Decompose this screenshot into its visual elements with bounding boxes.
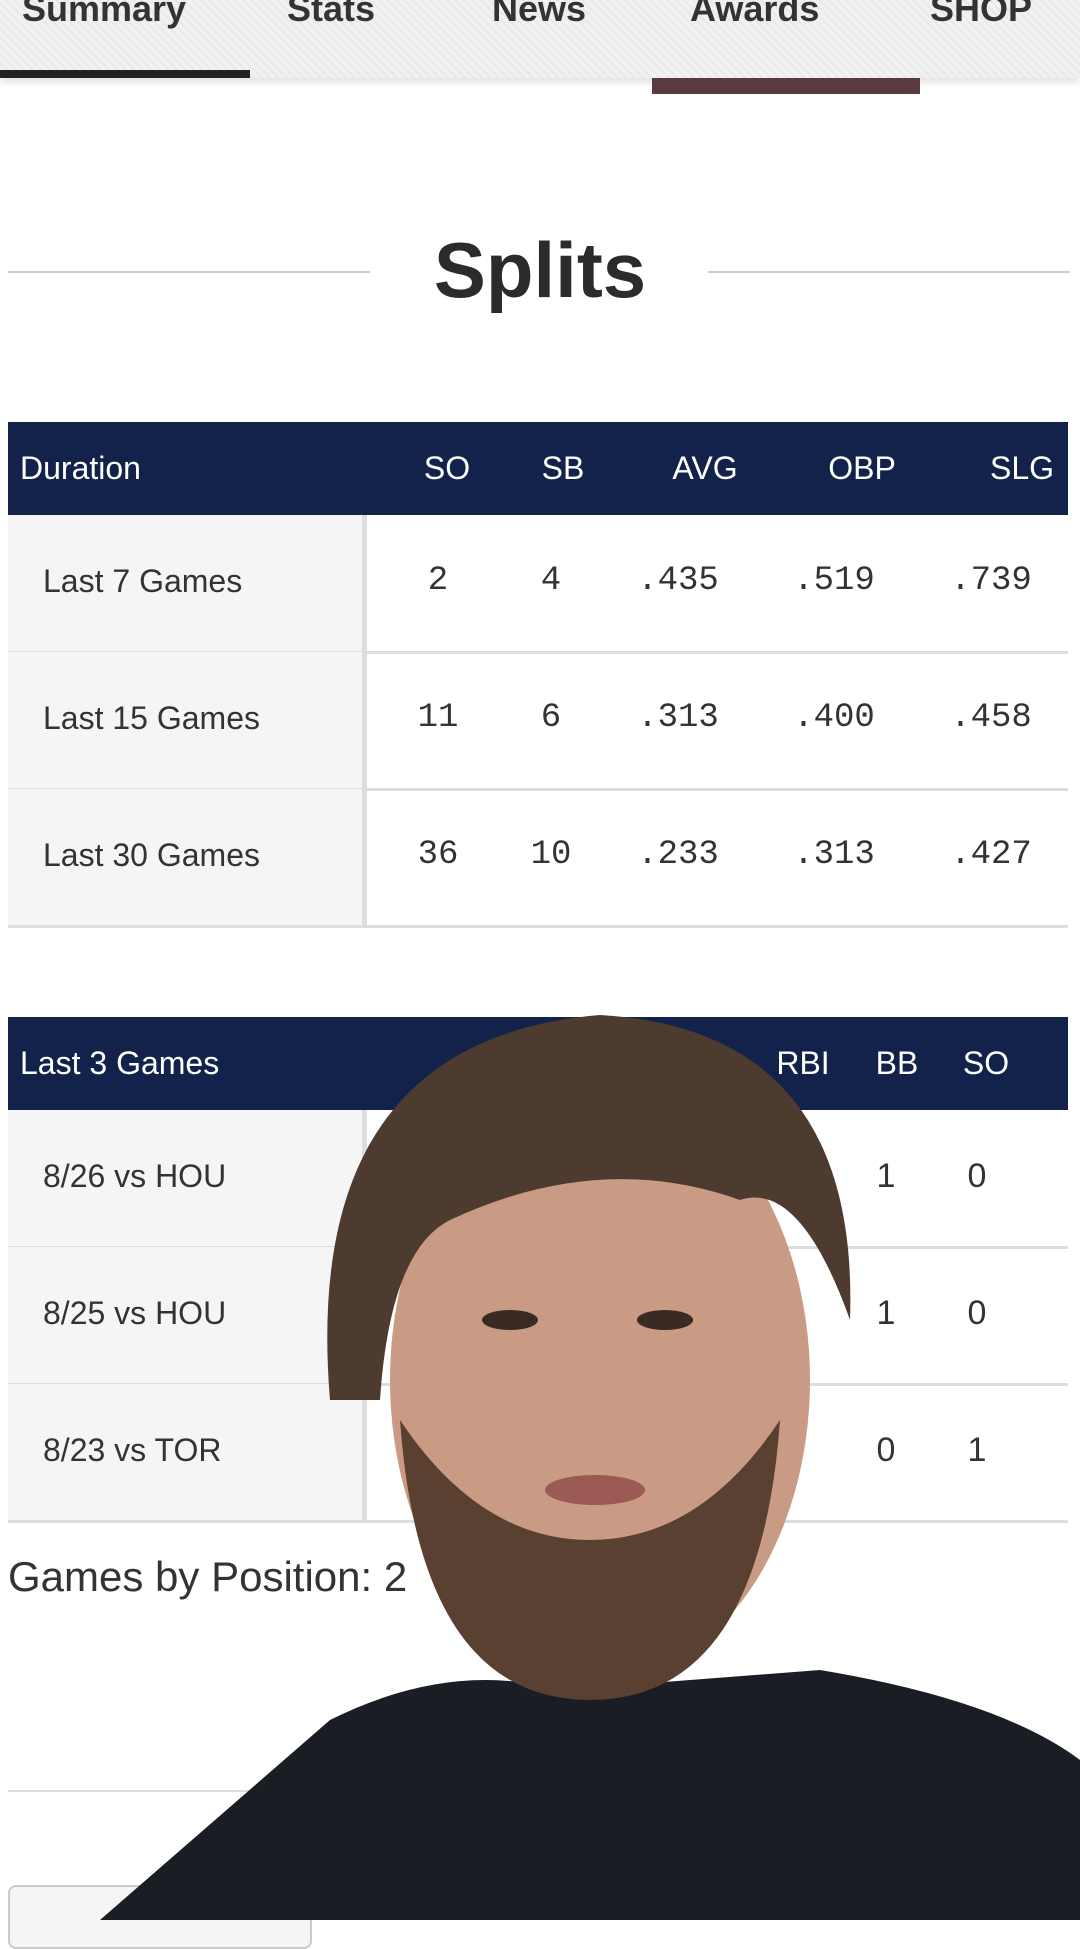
- column-header: RBI: [776, 1045, 830, 1081]
- cell: .427: [950, 836, 1032, 874]
- column-header: OBP: [828, 450, 896, 486]
- cell: 0: [967, 1157, 987, 1195]
- cell: .313: [637, 699, 719, 737]
- row-label: 8/25 vs HOU: [43, 1295, 227, 1331]
- row-label: Last 15 Games: [43, 700, 260, 736]
- row-label: Last 7 Games: [43, 563, 243, 599]
- row-label: 8/23 vs TOR: [43, 1432, 222, 1468]
- cell: 6: [540, 699, 562, 737]
- column-header: AVG: [672, 450, 738, 486]
- column-header: SB: [541, 450, 585, 486]
- row-label: Last 30 Games: [43, 837, 260, 873]
- column-header: Last 3 Games: [20, 1045, 220, 1081]
- games-by-position: Games by Position: 2: [8, 1553, 408, 1600]
- image-strip: [652, 78, 920, 94]
- cell: 0: [876, 1431, 896, 1469]
- section-title: Splits: [433, 226, 647, 314]
- table-row: [8, 789, 1068, 928]
- cell: .313: [793, 836, 875, 874]
- tab[interactable]: SHOP: [930, 0, 1033, 29]
- column-header: BB: [875, 1045, 919, 1081]
- row-label-cell: [8, 515, 367, 651]
- row-label: 8/26 vs HOU: [43, 1158, 227, 1194]
- cell: 1: [967, 1431, 987, 1469]
- row-label-cell: [8, 1110, 367, 1246]
- tab[interactable]: Stats: [287, 0, 376, 29]
- tab[interactable]: News: [492, 0, 587, 29]
- cell: 36: [417, 836, 459, 874]
- row-label-cell: [8, 1384, 367, 1520]
- divider: [708, 271, 1070, 273]
- row-label-cell: [8, 789, 367, 925]
- cell: .435: [637, 562, 719, 600]
- column-header: Duration: [20, 450, 141, 486]
- cell: 4: [540, 562, 562, 600]
- column-header: SO: [962, 1045, 1010, 1081]
- cell: 0: [967, 1294, 987, 1332]
- cell: 11: [417, 699, 459, 737]
- tab[interactable]: Awards: [690, 0, 820, 29]
- cell: 2: [427, 562, 449, 600]
- cell: .739: [950, 562, 1032, 600]
- divider: [8, 271, 370, 273]
- column-header: SO: [423, 450, 471, 486]
- cell: .519: [793, 562, 875, 600]
- cell: 1: [876, 1157, 896, 1195]
- cell: .458: [950, 699, 1032, 737]
- cell: .233: [637, 836, 719, 874]
- table-row: [8, 515, 1068, 654]
- table-header: [8, 422, 1068, 515]
- cell: .400: [793, 699, 875, 737]
- cell: 10: [530, 836, 572, 874]
- table-row: [8, 652, 1068, 791]
- row-label-cell: [8, 652, 367, 788]
- tab-bar: [0, 0, 1080, 78]
- column-header: SLG: [989, 450, 1055, 486]
- cell: 1: [876, 1294, 896, 1332]
- selected-tab-indicator: [0, 70, 250, 78]
- tab[interactable]: Summary: [22, 0, 187, 29]
